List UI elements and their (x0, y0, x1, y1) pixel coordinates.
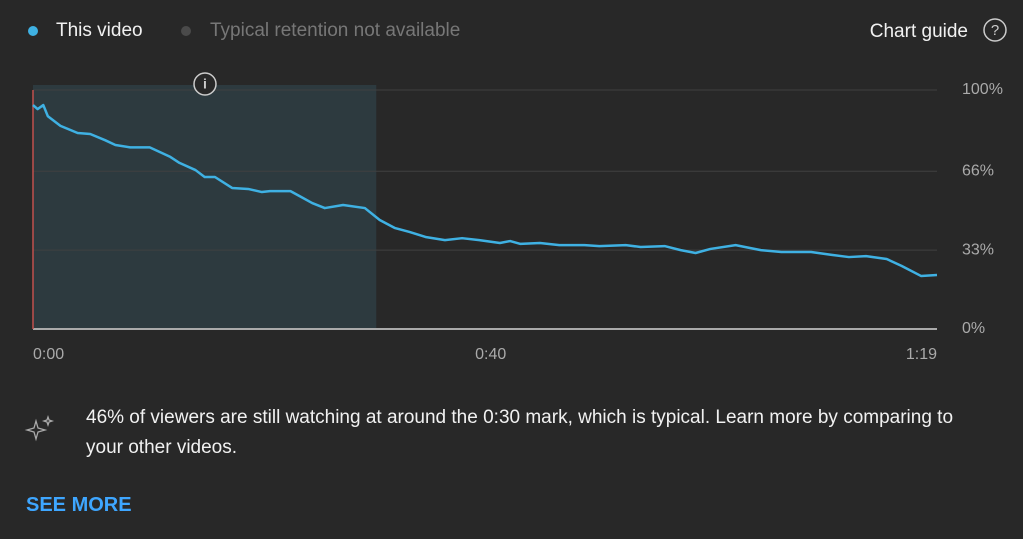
insight-text: 46% of viewers are still watching at aro… (86, 407, 954, 458)
legend-label: This video (56, 20, 143, 41)
y-tick-label: 100% (962, 81, 1003, 98)
sparkle-icon (24, 414, 55, 442)
y-tick-label: 0% (962, 320, 985, 337)
help-icon[interactable] (983, 18, 1007, 42)
help-icon: ? (991, 22, 999, 39)
legend-label: Typical retention not available (210, 20, 460, 41)
see-more-button[interactable]: SEE MORE (26, 494, 132, 516)
x-tick-label: 1:19 (906, 346, 937, 363)
chart-guide[interactable]: Chart guide (870, 21, 968, 42)
info-icon (193, 72, 217, 96)
y-tick-label: 66% (962, 162, 994, 179)
legend-dot (181, 26, 191, 36)
x-tick-label: 0:40 (475, 346, 506, 363)
retention-line (32, 103, 938, 278)
y-tick-label: 33% (962, 241, 994, 258)
info-icon: i (203, 76, 207, 92)
legend-dot (28, 26, 38, 36)
x-tick-label: 0:00 (33, 346, 64, 363)
